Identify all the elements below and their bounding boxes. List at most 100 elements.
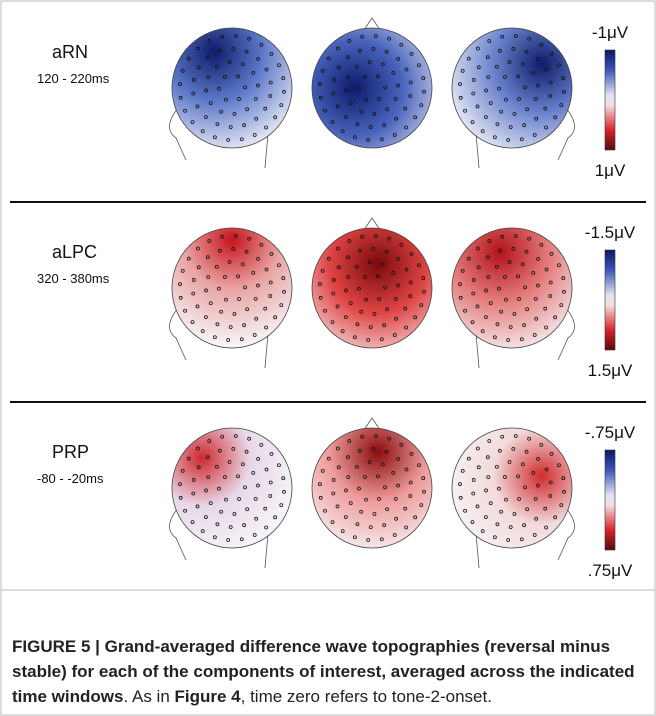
electrode (226, 138, 231, 142)
electrode (517, 297, 521, 301)
electrode (195, 304, 200, 309)
colorbar (604, 449, 616, 551)
electrode (256, 283, 260, 288)
electrode (524, 49, 529, 54)
electrode (487, 439, 492, 443)
electrode (231, 446, 236, 451)
electrode (251, 470, 256, 475)
electrode (226, 338, 231, 342)
electrode (524, 449, 529, 454)
electrode (264, 325, 269, 330)
electrode (330, 520, 335, 525)
electrode (561, 76, 566, 81)
electrode (372, 112, 377, 116)
electrode (200, 129, 205, 134)
electrode (205, 455, 210, 460)
electrode (383, 85, 387, 90)
electrode (392, 333, 397, 337)
electrode (242, 323, 247, 328)
scale-min: .75μV (588, 561, 633, 580)
electrode (191, 278, 196, 282)
electrode (263, 506, 268, 511)
electrode (484, 288, 488, 293)
electrode (475, 504, 480, 509)
electrode (269, 251, 274, 256)
electrode (245, 507, 250, 512)
electrode (421, 476, 426, 481)
electrode (384, 49, 389, 54)
electrode (268, 494, 273, 498)
electrode (495, 322, 500, 327)
electrode (549, 51, 554, 56)
electrode (363, 75, 367, 79)
electrode (344, 88, 348, 93)
electrode (254, 516, 259, 521)
electrode (553, 115, 558, 120)
electrode (318, 95, 323, 100)
electrode (536, 456, 541, 461)
electrode (403, 106, 408, 111)
electrode (237, 97, 241, 101)
electrode (508, 125, 513, 130)
electrode (205, 55, 210, 60)
electrode (214, 264, 219, 269)
electrode (376, 474, 380, 479)
electrode (382, 123, 387, 128)
electrode (206, 475, 211, 480)
electrode (223, 75, 227, 79)
nose (363, 17, 381, 31)
electrode (480, 129, 485, 134)
electrode (458, 282, 462, 287)
electrode (231, 46, 236, 51)
electrode (364, 497, 368, 502)
electrode (203, 315, 208, 320)
electrode (348, 101, 353, 106)
electrode (273, 315, 278, 320)
electrode (419, 303, 424, 308)
electrode (519, 137, 524, 142)
electrode (245, 107, 250, 112)
electrode (483, 315, 488, 320)
electrode (259, 42, 264, 47)
electrode (183, 308, 187, 313)
electrode (232, 312, 237, 316)
electrode (385, 107, 390, 112)
electrode (396, 56, 401, 61)
electrode (191, 291, 196, 296)
electrode (264, 525, 269, 530)
electrode (240, 262, 245, 267)
component-label: aLPC (52, 242, 97, 262)
electrode (463, 308, 467, 313)
electrode (544, 467, 549, 472)
electrode (536, 283, 540, 288)
electrode (384, 449, 389, 454)
electrode (200, 329, 205, 334)
electrode (178, 95, 183, 100)
electrode (268, 480, 273, 485)
electrode (323, 508, 327, 513)
electrode (483, 115, 488, 120)
electrode (217, 486, 221, 491)
electrode (240, 62, 245, 67)
electrode (553, 515, 558, 520)
electrode (463, 508, 467, 513)
electrode (336, 265, 341, 270)
electrode (513, 434, 518, 438)
electrode (486, 75, 491, 80)
scale-max: -1μV (592, 23, 629, 42)
electrode (215, 522, 220, 527)
head-outline (475, 507, 575, 569)
electrode (228, 125, 233, 130)
electrode (382, 323, 387, 328)
electrode (366, 538, 371, 542)
electrode (357, 248, 362, 253)
electrode (513, 34, 518, 38)
electrode (488, 501, 493, 506)
electrode (525, 107, 530, 112)
electrode (533, 496, 538, 501)
electrode (364, 97, 368, 102)
electrode (190, 320, 195, 325)
electrode (224, 97, 228, 102)
electrode (387, 236, 392, 241)
electrode (326, 56, 331, 61)
